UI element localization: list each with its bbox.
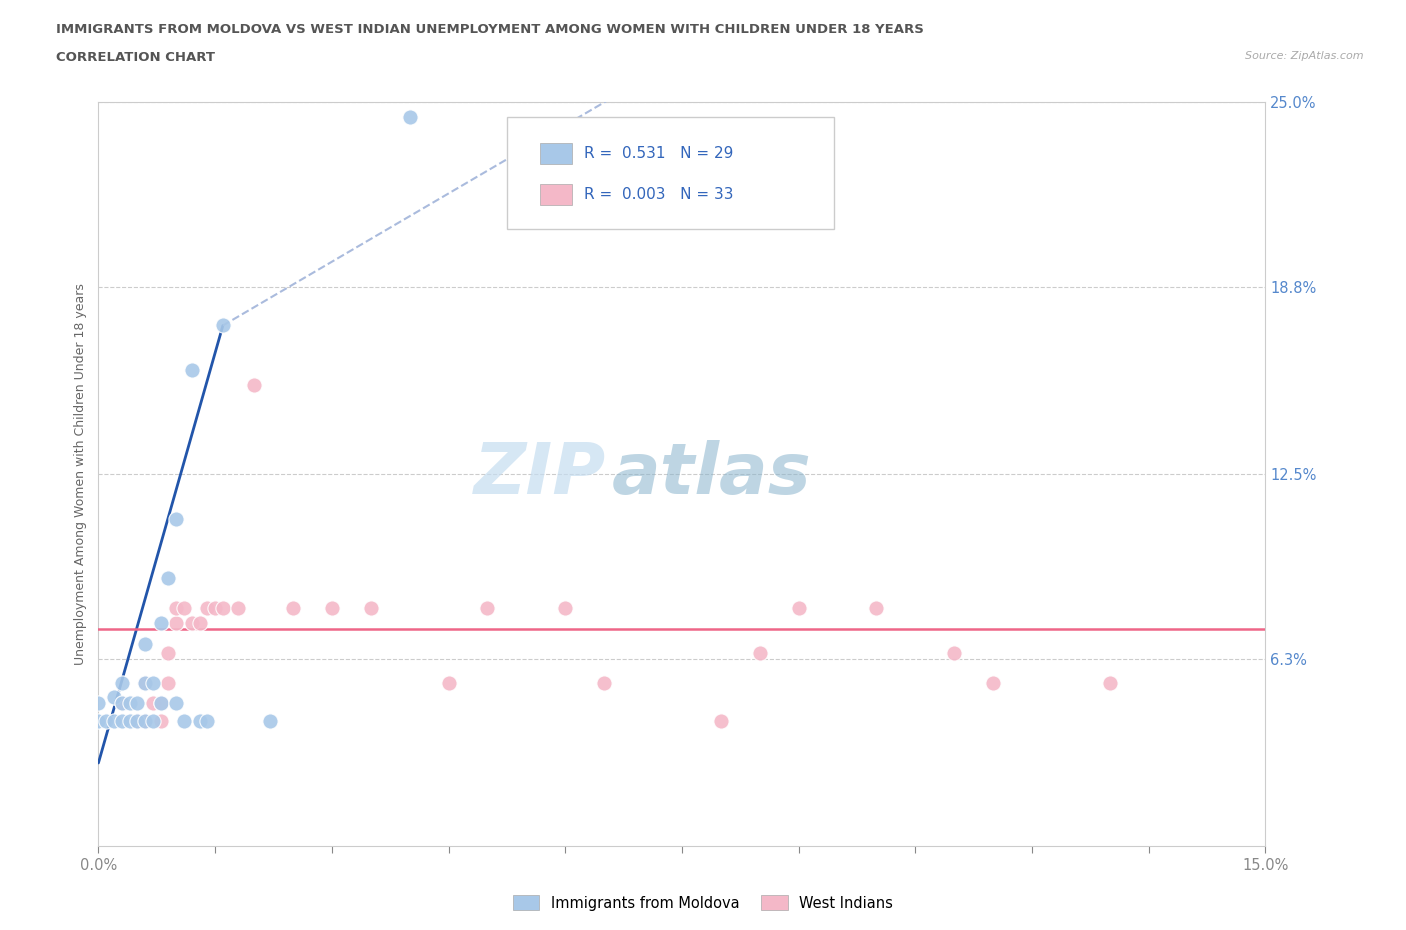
Point bbox=[259, 714, 281, 729]
Point bbox=[1098, 675, 1121, 690]
Point bbox=[111, 714, 134, 729]
Point bbox=[981, 675, 1004, 690]
Point bbox=[142, 696, 165, 711]
Point bbox=[134, 675, 156, 690]
Point bbox=[173, 714, 195, 729]
Point bbox=[212, 318, 235, 333]
Bar bbox=[540, 184, 572, 205]
Point bbox=[134, 714, 156, 729]
Point bbox=[710, 714, 733, 729]
Point bbox=[180, 363, 202, 378]
Y-axis label: Unemployment Among Women with Children Under 18 years: Unemployment Among Women with Children U… bbox=[75, 284, 87, 665]
Point bbox=[127, 714, 149, 729]
Point bbox=[111, 696, 134, 711]
Point bbox=[134, 675, 156, 690]
Text: R =  0.003   N = 33: R = 0.003 N = 33 bbox=[583, 187, 734, 202]
Text: atlas: atlas bbox=[612, 440, 811, 509]
Point bbox=[127, 714, 149, 729]
Point bbox=[593, 675, 616, 690]
Point bbox=[321, 601, 343, 616]
Point bbox=[111, 675, 134, 690]
Point bbox=[437, 675, 460, 690]
Point bbox=[103, 690, 125, 705]
Point bbox=[142, 714, 165, 729]
Point bbox=[943, 645, 966, 660]
Point bbox=[554, 601, 576, 616]
Text: Source: ZipAtlas.com: Source: ZipAtlas.com bbox=[1246, 51, 1364, 61]
Point bbox=[188, 616, 211, 631]
Point bbox=[281, 601, 304, 616]
Point bbox=[787, 601, 810, 616]
Point bbox=[103, 714, 125, 729]
Point bbox=[398, 110, 420, 125]
Point bbox=[228, 601, 250, 616]
Point bbox=[188, 714, 211, 729]
Point bbox=[212, 601, 235, 616]
Point bbox=[165, 616, 187, 631]
Point bbox=[157, 675, 180, 690]
Point bbox=[195, 601, 218, 616]
Text: IMMIGRANTS FROM MOLDOVA VS WEST INDIAN UNEMPLOYMENT AMONG WOMEN WITH CHILDREN UN: IMMIGRANTS FROM MOLDOVA VS WEST INDIAN U… bbox=[56, 23, 924, 36]
Point bbox=[118, 696, 141, 711]
Point bbox=[127, 696, 149, 711]
FancyBboxPatch shape bbox=[506, 117, 834, 229]
Point bbox=[87, 714, 110, 729]
Point bbox=[477, 601, 499, 616]
Point bbox=[173, 601, 195, 616]
Point bbox=[865, 601, 887, 616]
Point bbox=[165, 601, 187, 616]
Point bbox=[96, 714, 118, 729]
Point bbox=[165, 696, 187, 711]
Point bbox=[360, 601, 382, 616]
Point bbox=[149, 696, 172, 711]
Point bbox=[165, 512, 187, 526]
Point bbox=[180, 616, 202, 631]
Point bbox=[195, 714, 218, 729]
Point bbox=[157, 571, 180, 586]
Point bbox=[111, 696, 134, 711]
Point bbox=[149, 696, 172, 711]
Point bbox=[134, 636, 156, 651]
Point bbox=[748, 645, 770, 660]
Point bbox=[134, 714, 156, 729]
Text: CORRELATION CHART: CORRELATION CHART bbox=[56, 51, 215, 64]
Point bbox=[142, 675, 165, 690]
Point bbox=[87, 696, 110, 711]
Point bbox=[149, 714, 172, 729]
Legend: Immigrants from Moldova, West Indians: Immigrants from Moldova, West Indians bbox=[506, 888, 900, 918]
Point bbox=[243, 378, 266, 392]
Point bbox=[149, 616, 172, 631]
Point bbox=[157, 645, 180, 660]
Point bbox=[204, 601, 226, 616]
Bar bbox=[540, 143, 572, 164]
Point bbox=[118, 714, 141, 729]
Text: ZIP: ZIP bbox=[474, 440, 606, 509]
Text: R =  0.531   N = 29: R = 0.531 N = 29 bbox=[583, 146, 734, 161]
